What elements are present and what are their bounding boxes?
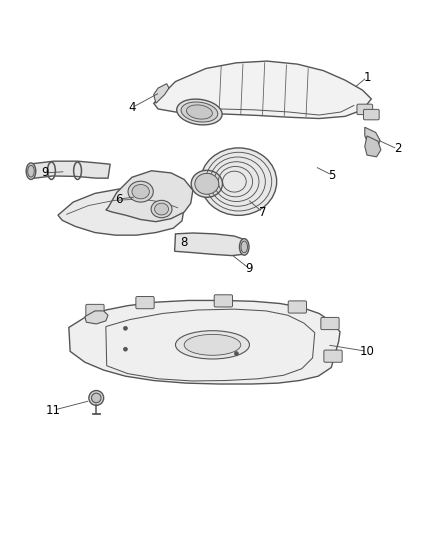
Ellipse shape xyxy=(132,184,149,199)
Text: 5: 5 xyxy=(328,168,336,182)
Text: 9: 9 xyxy=(246,262,253,275)
Text: 9: 9 xyxy=(41,166,49,180)
Polygon shape xyxy=(154,61,371,118)
Text: 2: 2 xyxy=(394,142,401,156)
FancyBboxPatch shape xyxy=(214,295,233,307)
FancyBboxPatch shape xyxy=(86,304,104,317)
Ellipse shape xyxy=(184,334,241,356)
Ellipse shape xyxy=(124,326,127,330)
Ellipse shape xyxy=(28,165,34,177)
FancyBboxPatch shape xyxy=(357,104,373,115)
Polygon shape xyxy=(175,233,244,256)
Ellipse shape xyxy=(176,330,250,359)
Ellipse shape xyxy=(151,200,172,218)
Polygon shape xyxy=(69,301,340,384)
Polygon shape xyxy=(106,171,193,222)
FancyBboxPatch shape xyxy=(136,296,154,309)
Ellipse shape xyxy=(195,173,219,194)
Ellipse shape xyxy=(240,239,249,255)
Ellipse shape xyxy=(124,347,127,351)
Polygon shape xyxy=(31,161,110,179)
Polygon shape xyxy=(85,311,108,324)
Text: 10: 10 xyxy=(360,345,374,358)
Text: 4: 4 xyxy=(128,101,136,114)
Text: 8: 8 xyxy=(180,236,188,249)
Polygon shape xyxy=(154,84,169,103)
FancyBboxPatch shape xyxy=(364,109,379,120)
Ellipse shape xyxy=(234,352,238,356)
Polygon shape xyxy=(365,127,380,147)
Ellipse shape xyxy=(155,203,169,215)
Polygon shape xyxy=(58,189,184,235)
Ellipse shape xyxy=(241,241,247,253)
Text: 1: 1 xyxy=(363,71,371,84)
Ellipse shape xyxy=(128,181,153,202)
FancyBboxPatch shape xyxy=(324,350,342,362)
Ellipse shape xyxy=(92,393,101,403)
Polygon shape xyxy=(365,136,381,157)
FancyBboxPatch shape xyxy=(288,301,307,313)
Text: 7: 7 xyxy=(259,206,266,219)
Text: 11: 11 xyxy=(46,403,61,417)
Ellipse shape xyxy=(187,105,212,119)
Ellipse shape xyxy=(177,99,222,125)
Ellipse shape xyxy=(201,148,277,215)
FancyBboxPatch shape xyxy=(321,318,339,329)
Ellipse shape xyxy=(191,171,223,197)
Ellipse shape xyxy=(26,163,36,180)
Ellipse shape xyxy=(89,391,104,405)
Text: 6: 6 xyxy=(115,192,123,206)
Ellipse shape xyxy=(181,102,218,122)
